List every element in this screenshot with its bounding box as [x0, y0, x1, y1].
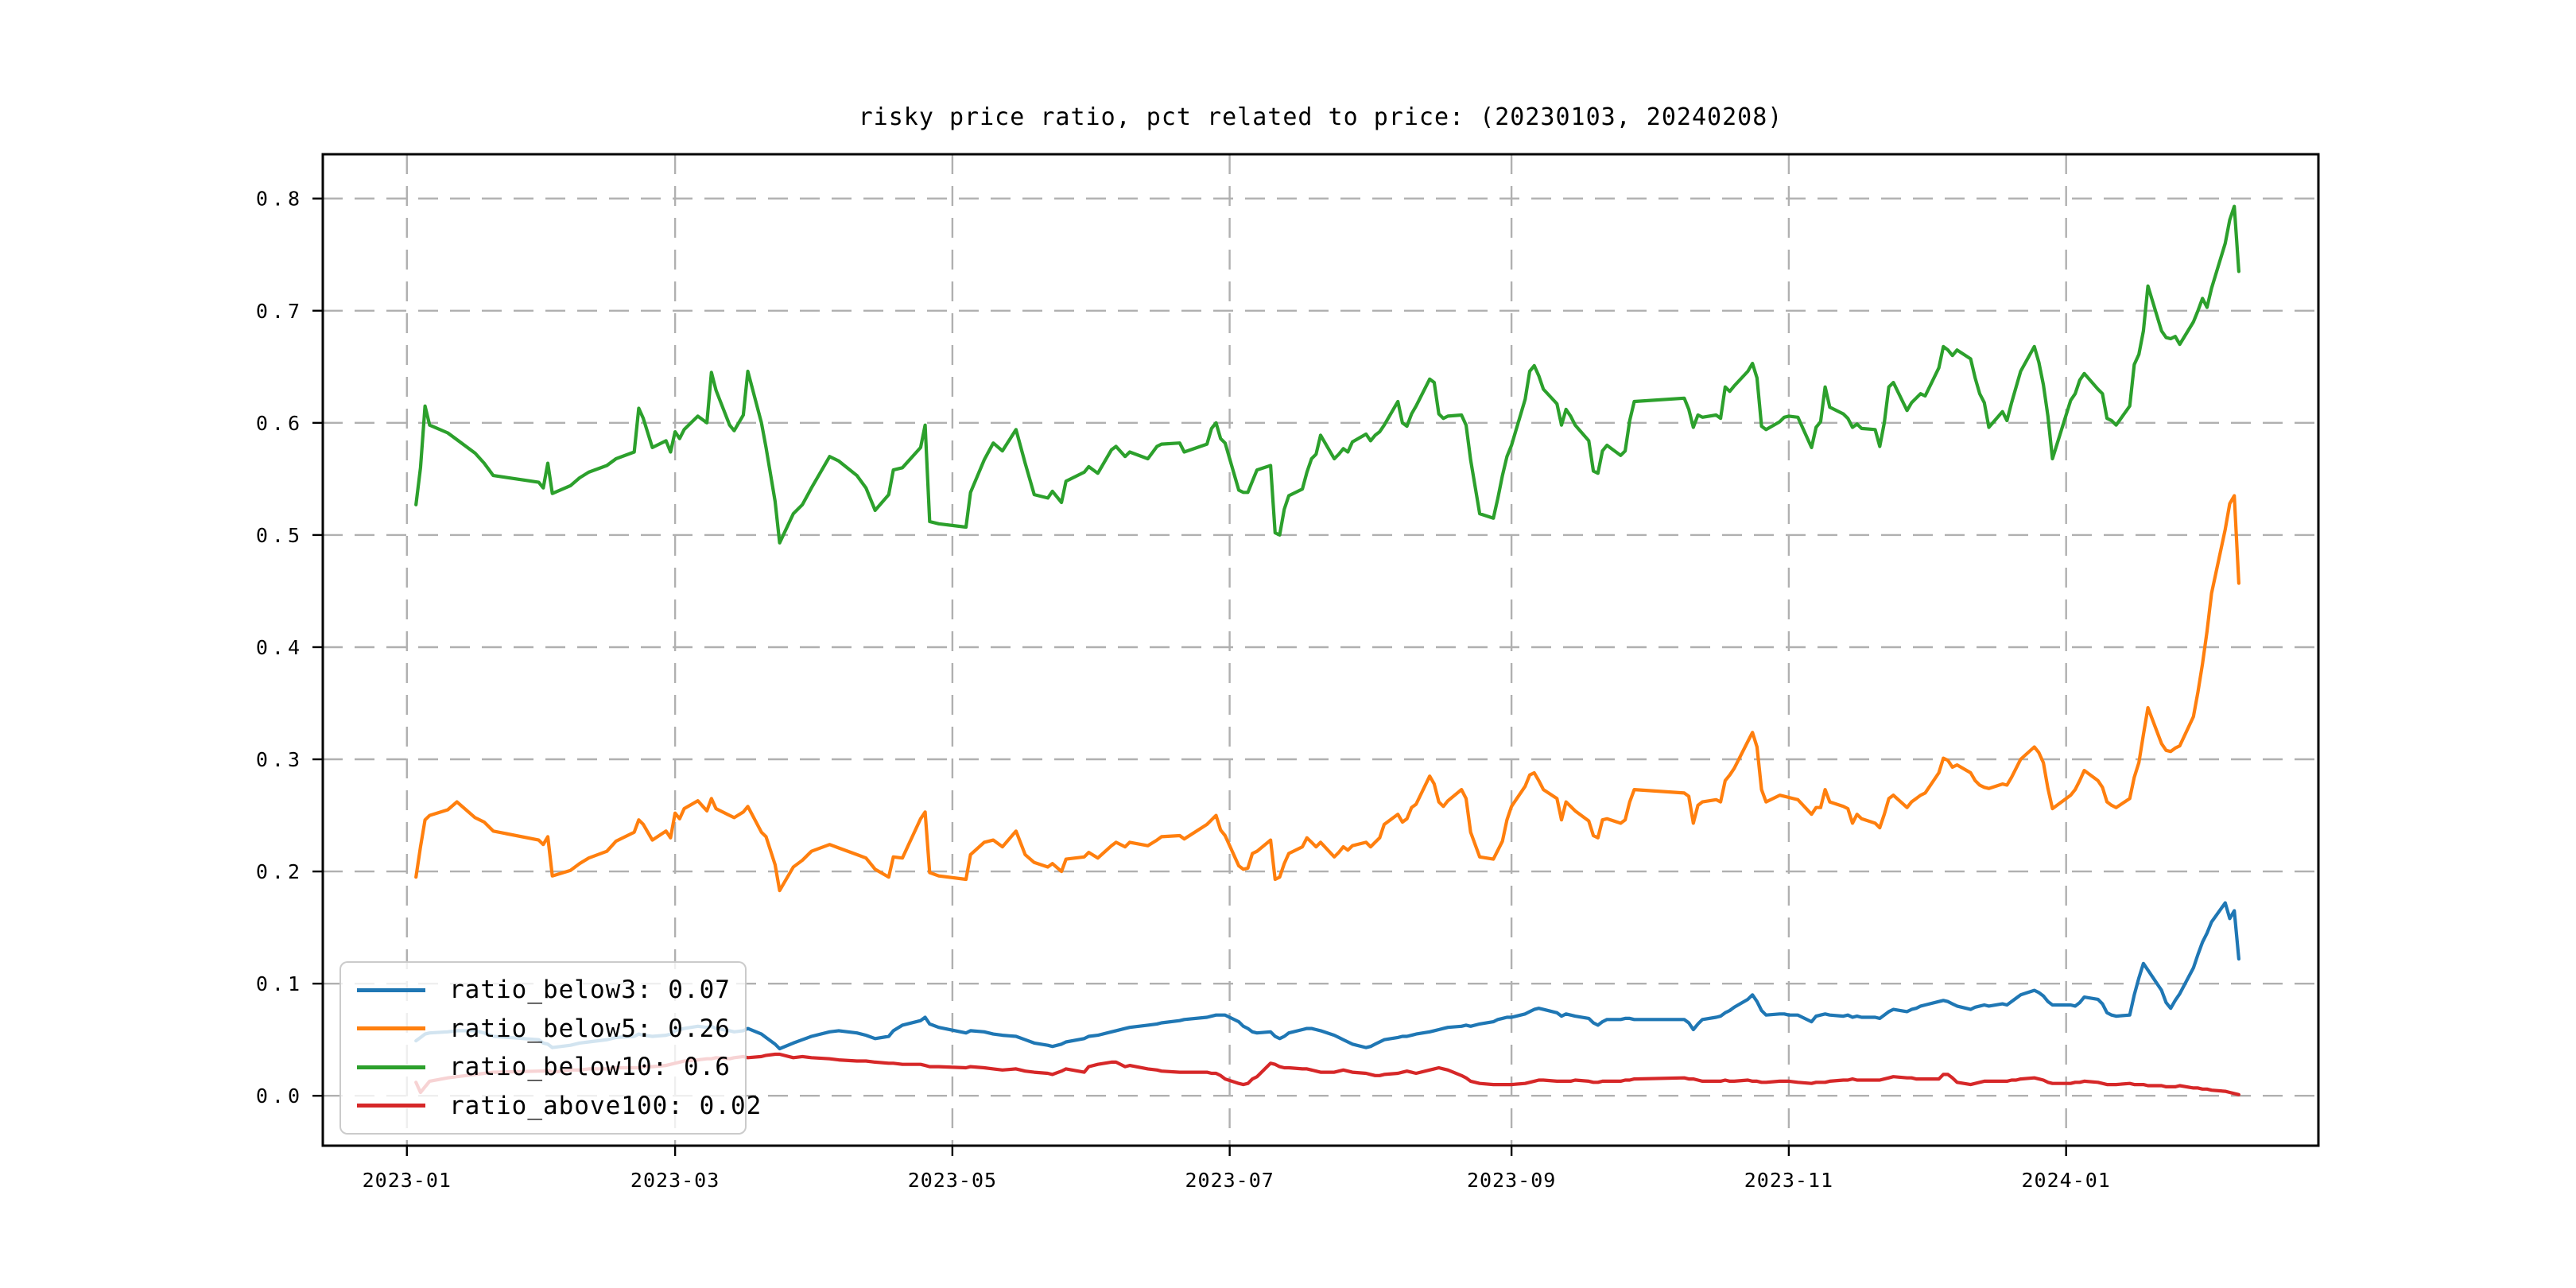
x-tick-label-2023-05: 2023-05	[908, 1169, 997, 1192]
x-tick-label-2023-11: 2023-11	[1744, 1169, 1833, 1192]
legend-label-ratio_below5: ratio_below5: 0.26	[449, 1014, 731, 1043]
x-tick-label-2023-03: 2023-03	[630, 1169, 720, 1192]
legend-item-ratio_below5: ratio_below5: 0.26	[357, 1013, 737, 1045]
x-tick-label-2023-01: 2023-01	[363, 1169, 452, 1192]
y-tick-label-0.6: 0.6	[256, 412, 304, 435]
y-tick-label-0.0: 0.0	[256, 1084, 304, 1108]
legend-swatch-ratio_below5	[357, 1026, 425, 1031]
series-line-ratio_below10	[414, 204, 2240, 545]
chart-title: risky price ratio, pct related to price:…	[858, 103, 1783, 131]
y-tick-label-0.8: 0.8	[256, 188, 304, 211]
legend-label-ratio_below3: ratio_below3: 0.07	[449, 976, 731, 1005]
series-line-ratio_below5	[414, 494, 2240, 893]
series-line-ratio_above100	[414, 1052, 2240, 1096]
x-tick-label-2023-09: 2023-09	[1467, 1169, 1556, 1192]
y-tick-label-0.4: 0.4	[256, 636, 304, 659]
x-tick-label-2023-07: 2023-07	[1185, 1169, 1274, 1192]
series-line-ratio_below3	[414, 901, 2240, 1051]
legend-item-ratio_above100: ratio_above100: 0.02	[357, 1090, 761, 1122]
legend-label-ratio_above100: ratio_above100: 0.02	[449, 1091, 762, 1120]
y-tick-label-0.5: 0.5	[256, 524, 304, 547]
legend: ratio_below3: 0.07 ratio_below5: 0.26 rati…	[339, 961, 761, 1135]
legend-swatch-ratio_below10	[357, 1065, 425, 1069]
legend-swatch-ratio_below3	[357, 987, 425, 992]
y-tick-label-0.2: 0.2	[256, 860, 304, 883]
y-tick-label-0.3: 0.3	[256, 748, 304, 771]
legend-item-ratio_below10: ratio_below10: 0.6	[357, 1051, 737, 1083]
legend-item-ratio_below3: ratio_below3: 0.07	[357, 974, 737, 1006]
y-tick-label-0.7: 0.7	[256, 300, 304, 323]
y-tick-label-0.1: 0.1	[256, 972, 304, 995]
legend-label-ratio_below10: ratio_below10: 0.6	[449, 1053, 731, 1082]
x-tick-label-2024-01: 2024-01	[2021, 1169, 2110, 1192]
plot-border	[321, 153, 2320, 1147]
legend-swatch-ratio_above100	[357, 1104, 425, 1108]
